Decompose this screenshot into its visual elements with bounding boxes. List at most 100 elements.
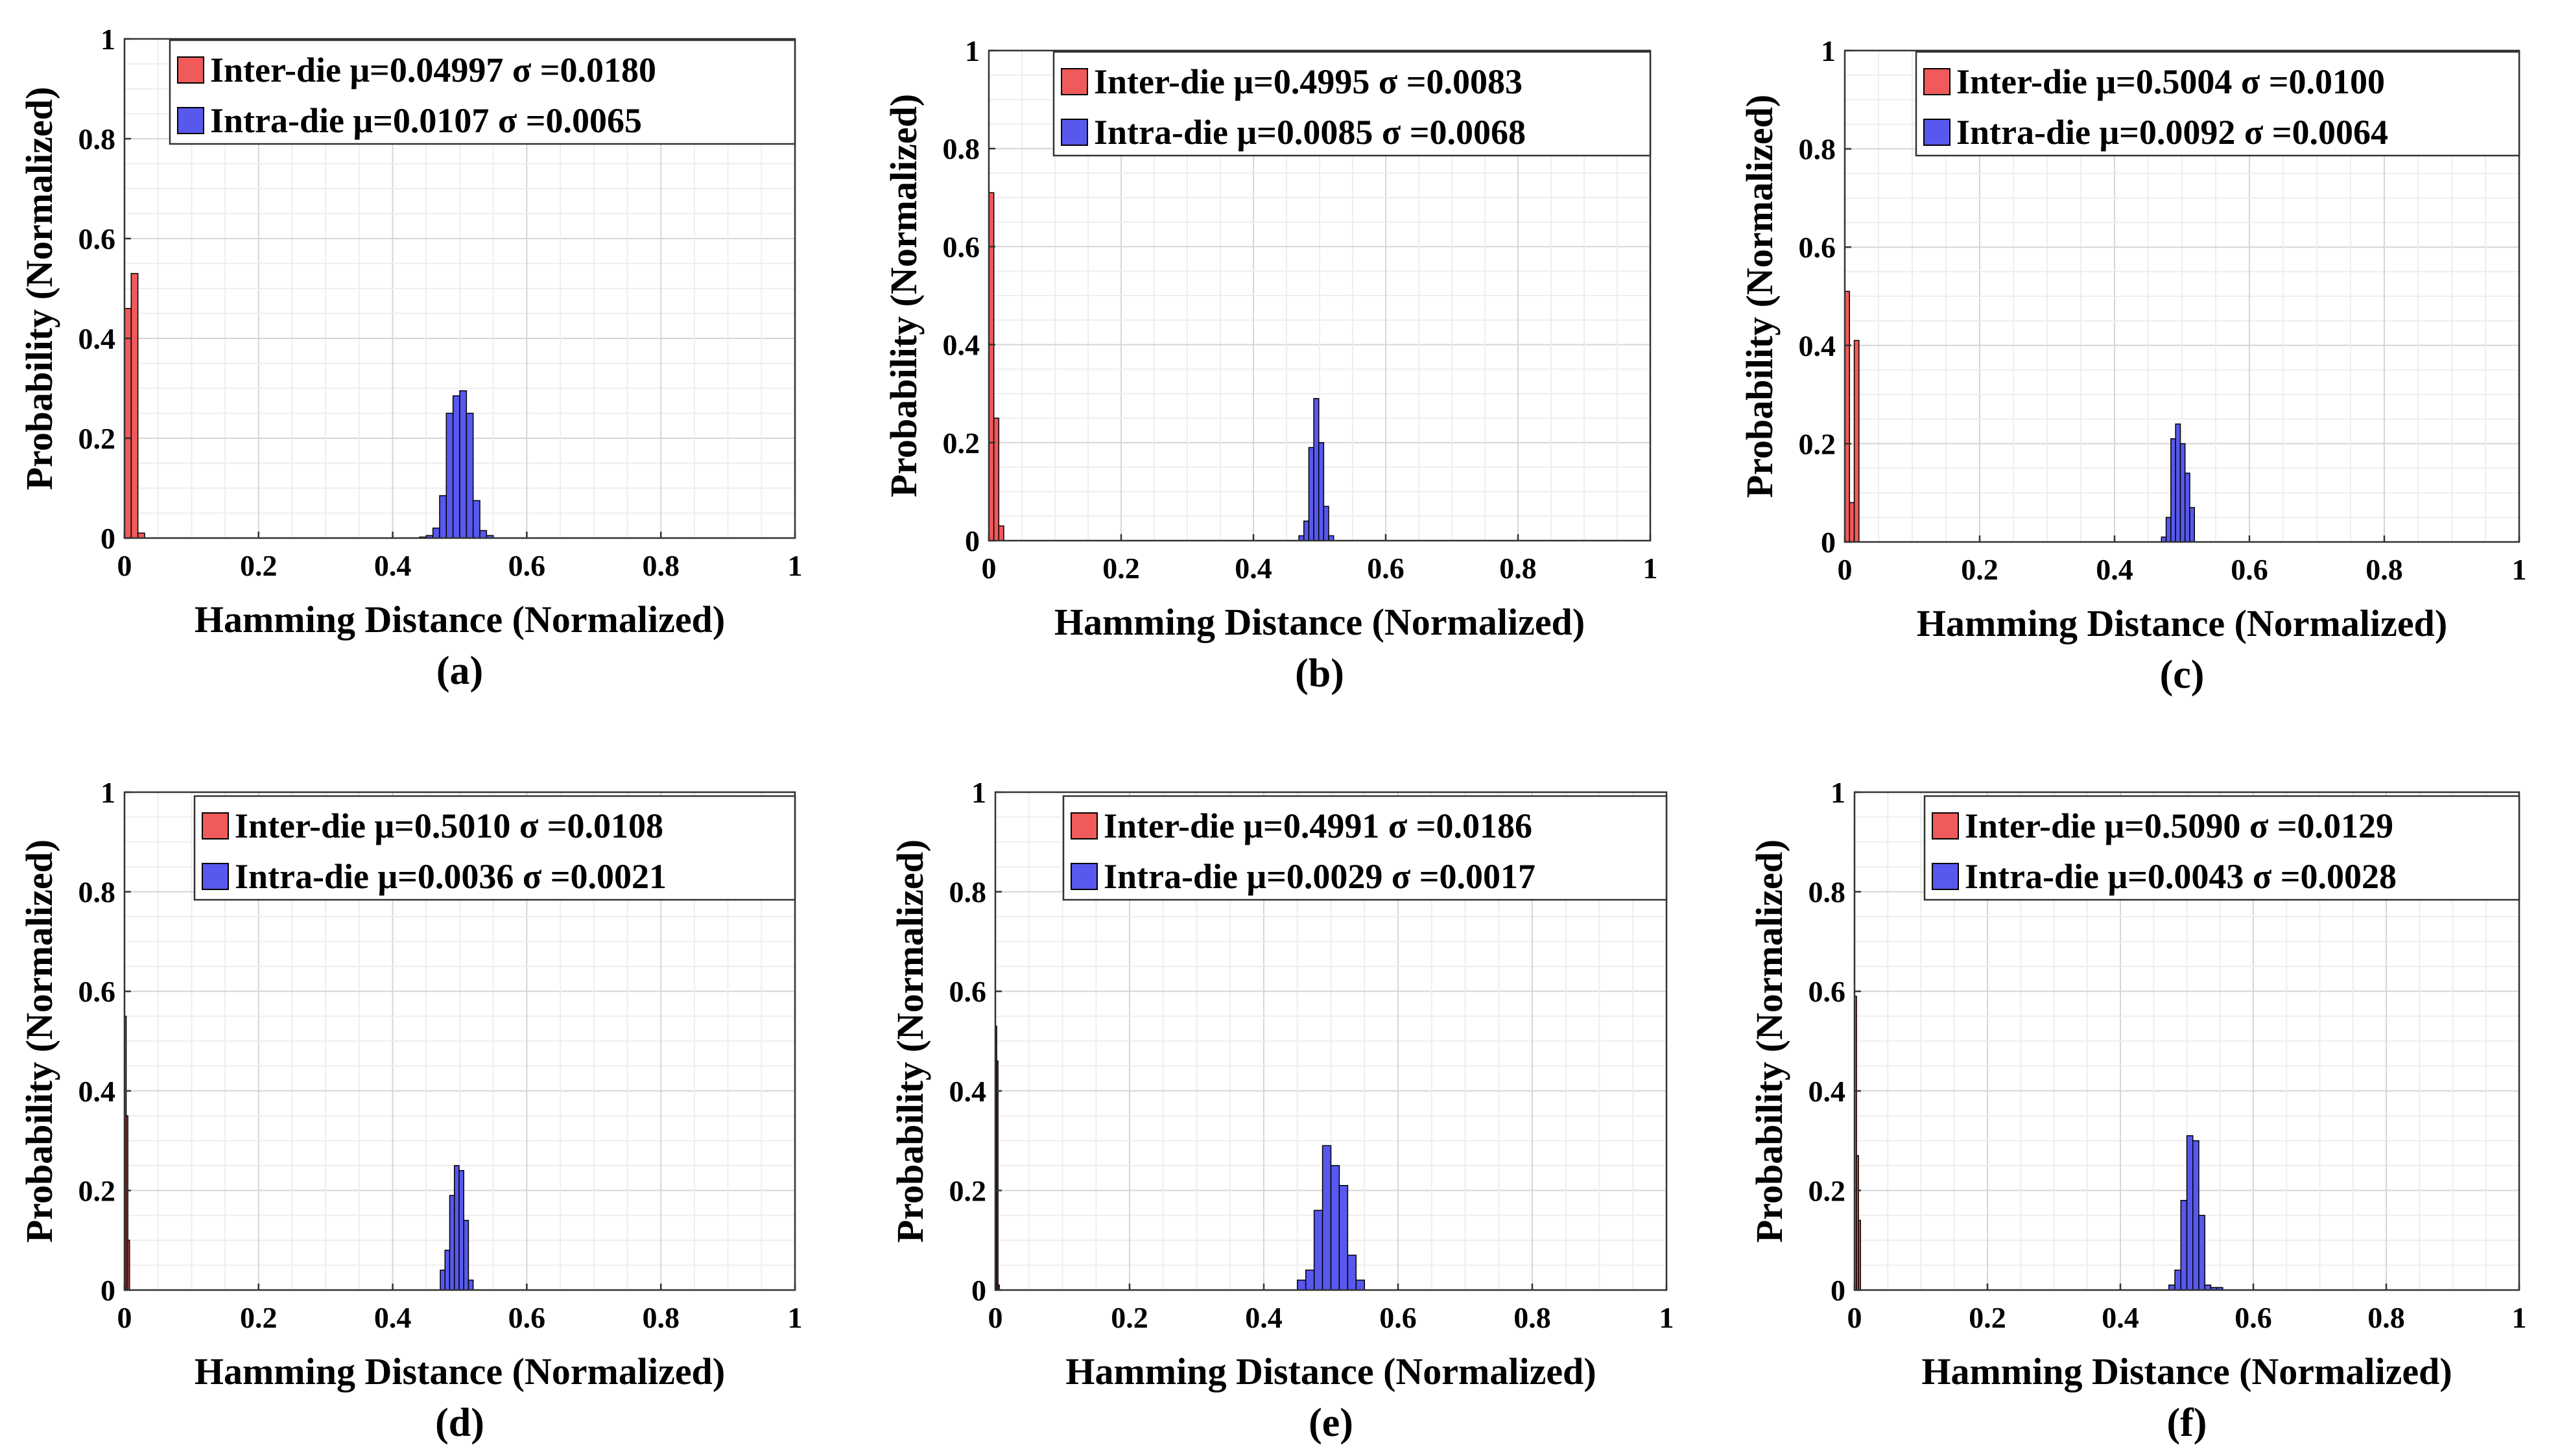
panel-caption: (d) <box>435 1401 484 1445</box>
legend-swatch <box>1071 863 1098 890</box>
x-axis-label: Hamming Distance (Normalized) <box>1921 1350 2452 1392</box>
x-tick-label: 0.4 <box>1235 552 1272 585</box>
legend-swatch <box>1932 812 1959 840</box>
panel-caption: (c) <box>2160 653 2205 697</box>
axes-box <box>988 49 1652 542</box>
histogram-bar <box>2165 517 2172 543</box>
histogram-bar <box>2175 423 2181 543</box>
legend-box <box>193 795 796 901</box>
histogram-bar <box>1305 1269 1315 1291</box>
panel-caption: (f) <box>2167 1401 2207 1445</box>
axes-box <box>994 791 1668 1291</box>
y-tick-label: 0.4 <box>78 322 116 355</box>
y-tick-label: 0 <box>1831 1274 1845 1307</box>
legend: Inter-die μ=0.04997 σ =0.0180 Intra-die μ… <box>169 39 796 145</box>
y-tick-label: 1 <box>971 776 986 809</box>
histogram-bar <box>2179 443 2186 543</box>
x-tick-label: 0.6 <box>2235 1301 2272 1334</box>
legend-swatch <box>1932 863 1959 890</box>
x-axis-label: Hamming Distance (Normalized) <box>1065 1350 1596 1392</box>
y-tick-label: 1 <box>101 776 115 809</box>
legend-entry: Inter-die μ=0.5090 σ =0.0129 <box>1965 806 2393 845</box>
x-tick-label: 0.2 <box>1111 1301 1148 1334</box>
legend: Inter-die μ=0.5090 σ =0.0129 Intra-die μ=… <box>1923 795 2520 901</box>
legend-entry: Inter-die μ=0.4991 σ =0.0186 <box>1104 806 1532 845</box>
x-tick-label: 0.8 <box>2367 1301 2405 1334</box>
histogram-bar <box>1858 1219 1861 1291</box>
legend-entry: Inter-die μ=0.5010 σ =0.0108 <box>235 806 663 845</box>
histogram-bar <box>432 527 440 539</box>
chart-panel-e: 0 0.2 0.4 0.6 0.8 1 0 0.2 0.4 0.6 0.8 1 Hamming Dist… <box>889 776 1674 1445</box>
legend-box <box>1052 51 1652 157</box>
x-tick-label: 0.2 <box>1961 553 1998 586</box>
legend-swatch <box>202 863 229 890</box>
y-tick-label: 0 <box>965 524 980 558</box>
chart-panel-b: 0 0.2 0.4 0.6 0.8 1 0 0.2 0.4 0.6 0.8 1 Hamming Dist… <box>883 34 1658 696</box>
x-tick-label: 0.2 <box>240 549 278 582</box>
legend-swatch <box>177 56 204 84</box>
panel-caption: (b) <box>1295 652 1344 696</box>
y-tick-label: 1 <box>101 23 115 56</box>
panel-caption: (a) <box>436 649 483 693</box>
histogram-bar <box>130 273 139 539</box>
histogram-bar <box>445 412 454 539</box>
histogram-bar <box>439 495 447 539</box>
legend-entry: Intra-die μ=0.0036 σ =0.0021 <box>235 857 667 896</box>
legend: Inter-die μ=0.4991 σ =0.0186 Intra-die μ=… <box>1062 795 1668 901</box>
chart-panel-f: 0 0.2 0.4 0.6 0.8 1 0 0.2 0.4 0.6 0.8 1 Hamming Dist… <box>1748 776 2527 1445</box>
x-tick-label: 0.8 <box>642 549 680 582</box>
y-tick-label: 1 <box>1831 776 1845 809</box>
y-tick-label: 0.6 <box>943 230 980 263</box>
y-tick-label: 0 <box>101 1274 115 1307</box>
y-tick-label: 0.4 <box>1808 1075 1846 1108</box>
x-tick-label: 1 <box>788 549 803 582</box>
x-tick-label: 0.6 <box>508 1301 546 1334</box>
y-tick-label: 0.4 <box>78 1075 116 1108</box>
y-axis-label: Probability (Normalized) <box>1748 840 1790 1243</box>
histogram-bar <box>124 308 132 539</box>
legend-swatch <box>202 812 229 840</box>
axes-box <box>123 791 796 1291</box>
axes-box <box>1844 49 2520 543</box>
histogram-bar <box>2186 1135 2194 1291</box>
legend-entry: Inter-die μ=0.04997 σ =0.0180 <box>210 51 656 89</box>
x-tick-label: 0.4 <box>374 1301 412 1334</box>
axes-box <box>123 38 796 539</box>
axes-box <box>1853 791 2520 1291</box>
histogram-bar <box>459 390 468 539</box>
histogram-bar <box>472 500 480 539</box>
series-intra-die <box>419 390 494 539</box>
chart-panel-d: 0 0.2 0.4 0.6 0.8 1 0 0.2 0.4 0.6 0.8 1 Hamming Dist… <box>18 776 803 1445</box>
x-tick-label: 0.2 <box>240 1301 278 1334</box>
panel-caption: (e) <box>1309 1401 1353 1445</box>
y-axis-label: Probability (Normalized) <box>883 94 925 497</box>
legend-box <box>169 39 796 145</box>
y-tick-label: 0.2 <box>1799 427 1836 460</box>
legend-box <box>1062 795 1668 901</box>
histogram-bar <box>1853 340 1860 543</box>
x-tick-label: 0 <box>1847 1301 1862 1334</box>
y-tick-label: 0.2 <box>949 1174 987 1207</box>
y-axis-label: Probability (Normalized) <box>889 840 931 1243</box>
legend-entry: Intra-die μ=0.0092 σ =0.0064 <box>1956 113 2388 152</box>
histogram-bar <box>453 1165 460 1291</box>
histogram-bar <box>452 395 460 539</box>
x-tick-label: 0.4 <box>2102 1301 2139 1334</box>
y-tick-label: 0.6 <box>78 222 116 255</box>
y-tick-label: 0.4 <box>1799 329 1836 362</box>
x-tick-label: 0.4 <box>1245 1301 1283 1334</box>
y-tick-label: 0.2 <box>1808 1174 1846 1207</box>
histogram-bar <box>2192 1140 2199 1291</box>
x-axis-label: Hamming Distance (Normalized) <box>1054 601 1585 643</box>
histogram-bar <box>1308 447 1314 541</box>
legend-box <box>1915 51 2520 157</box>
legend-swatch <box>1923 119 1950 146</box>
histogram-bar <box>993 417 1000 541</box>
histogram-bar <box>2180 1200 2188 1291</box>
legend: Inter-die μ=0.5010 σ =0.0108 Intra-die μ=… <box>193 795 796 901</box>
y-tick-label: 0.8 <box>1799 133 1836 166</box>
x-tick-label: 1 <box>2512 553 2527 586</box>
x-axis-label: Hamming Distance (Normalized) <box>1917 602 2447 644</box>
histogram-bar <box>1313 398 1320 541</box>
